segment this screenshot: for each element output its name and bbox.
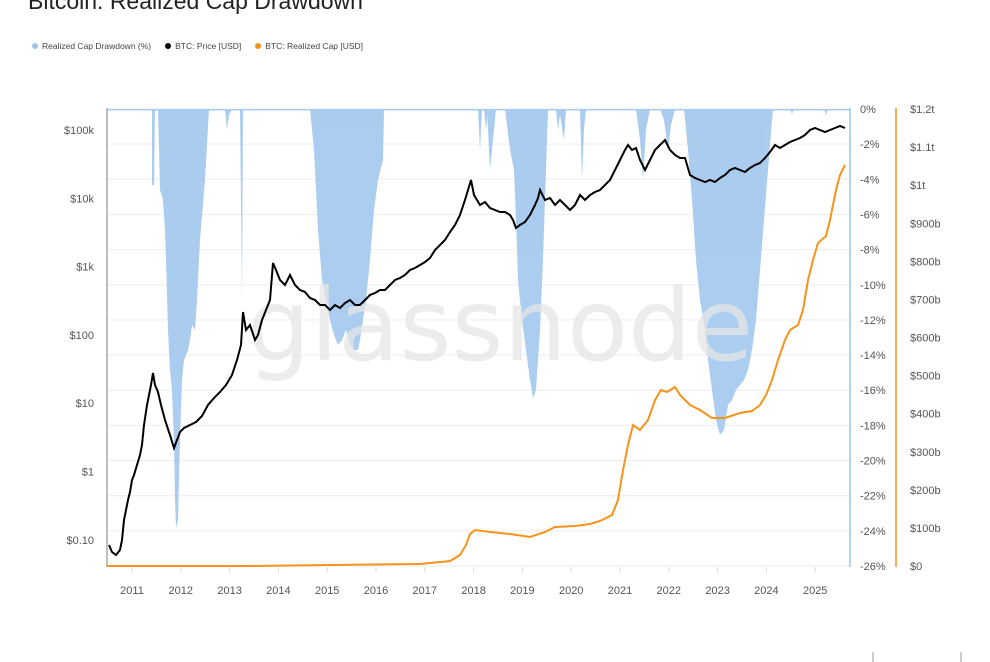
drawdown-axis-tick: -26% (860, 561, 886, 573)
drawdown-axis-tick: 0% (860, 104, 876, 116)
x-axis-tick: 2017 (413, 585, 437, 597)
price-axis-tick: $100k (64, 125, 94, 137)
drawdown-axis-tick: -6% (860, 209, 880, 221)
drawdown-axis-tick: -18% (860, 420, 886, 432)
scroll-mark (872, 652, 874, 662)
price-axis-tick: $0.10 (66, 535, 94, 547)
price-axis-tick: $1 (82, 467, 94, 479)
x-axis-tick: 2015 (315, 585, 339, 597)
drawdown-axis-tick: -8% (860, 245, 880, 257)
price-axis-tick: $100 (70, 330, 94, 342)
realized-cap-axis-tick: $1t (910, 180, 925, 192)
legend-item-realized-cap[interactable]: BTC: Realized Cap [USD] (255, 41, 363, 51)
x-axis-tick: 2012 (169, 585, 193, 597)
realized-cap-axis-tick: $400b (910, 409, 941, 421)
x-axis-tick: 2023 (705, 585, 729, 597)
realized-cap-axis-tick: $100b (910, 523, 941, 535)
realized-cap-axis-tick: $700b (910, 294, 941, 306)
x-axis-tick: 2011 (120, 585, 144, 597)
realized-cap-axis-tick: $0 (910, 561, 922, 573)
scroll-mark (960, 652, 962, 662)
realized-cap-axis-tick: $900b (910, 218, 941, 230)
x-axis-tick: 2020 (559, 585, 583, 597)
watermark: glassnode (247, 267, 753, 384)
realized-cap-line (107, 164, 846, 567)
drawdown-axis-tick: -14% (860, 350, 886, 362)
realized-cap-axis-tick: $1.1t (910, 142, 934, 154)
realized-cap-axis-tick: $1.2t (910, 104, 934, 116)
btc-price-line (108, 124, 846, 557)
legend-label: Realized Cap Drawdown (%) (42, 41, 152, 51)
x-axis-tick: 2019 (510, 585, 534, 597)
drawdown-area (107, 109, 850, 528)
x-axis-tick: 2024 (754, 585, 778, 597)
drawdown-axis-tick: -2% (860, 139, 880, 151)
price-axis-tick: $10 (76, 398, 94, 410)
legend: Realized Cap Drawdown (%) BTC: Price [US… (32, 41, 363, 51)
legend-dot-realized-cap-icon (255, 43, 262, 49)
drawdown-axis-tick: -24% (860, 526, 886, 538)
drawdown-axis-tick: -4% (860, 174, 880, 186)
x-axis-tick: 2014 (266, 585, 290, 597)
x-axis-tick: 2016 (364, 585, 388, 597)
drawdown-axis-tick: -10% (860, 280, 886, 292)
legend-dot-drawdown-icon (32, 43, 38, 49)
legend-label: BTC: Price [USD] (175, 41, 242, 51)
realized-cap-axis-tick: $300b (910, 447, 941, 459)
price-axis-tick: $1k (76, 262, 94, 274)
realized-cap-axis-tick: $600b (910, 333, 941, 345)
legend-label: BTC: Realized Cap [USD] (265, 41, 364, 51)
x-axis-tick: 2025 (803, 585, 827, 597)
x-axis-tick: 2013 (217, 585, 241, 597)
drawdown-axis-tick: -16% (860, 385, 886, 397)
x-axis-tick: 2018 (461, 585, 485, 597)
price-axis-tick: $10k (70, 193, 94, 205)
drawdown-axis-tick: -22% (860, 491, 886, 503)
realized-cap-axis-tick: $200b (910, 485, 941, 497)
legend-item-drawdown[interactable]: Realized Cap Drawdown (%) (32, 41, 151, 51)
realized-cap-axis-tick: $800b (910, 256, 941, 268)
legend-dot-price-icon (165, 43, 172, 49)
chart-title: Bitcoin: Realized Cap Drawdown (28, 0, 363, 14)
legend-item-price[interactable]: BTC: Price [USD] (165, 41, 241, 51)
drawdown-axis-tick: -12% (860, 315, 886, 327)
x-axis-tick: 2022 (657, 585, 681, 597)
x-axis-tick: 2021 (608, 585, 632, 597)
drawdown-axis-tick: -20% (860, 456, 886, 468)
realized-cap-axis-tick: $500b (910, 371, 941, 383)
